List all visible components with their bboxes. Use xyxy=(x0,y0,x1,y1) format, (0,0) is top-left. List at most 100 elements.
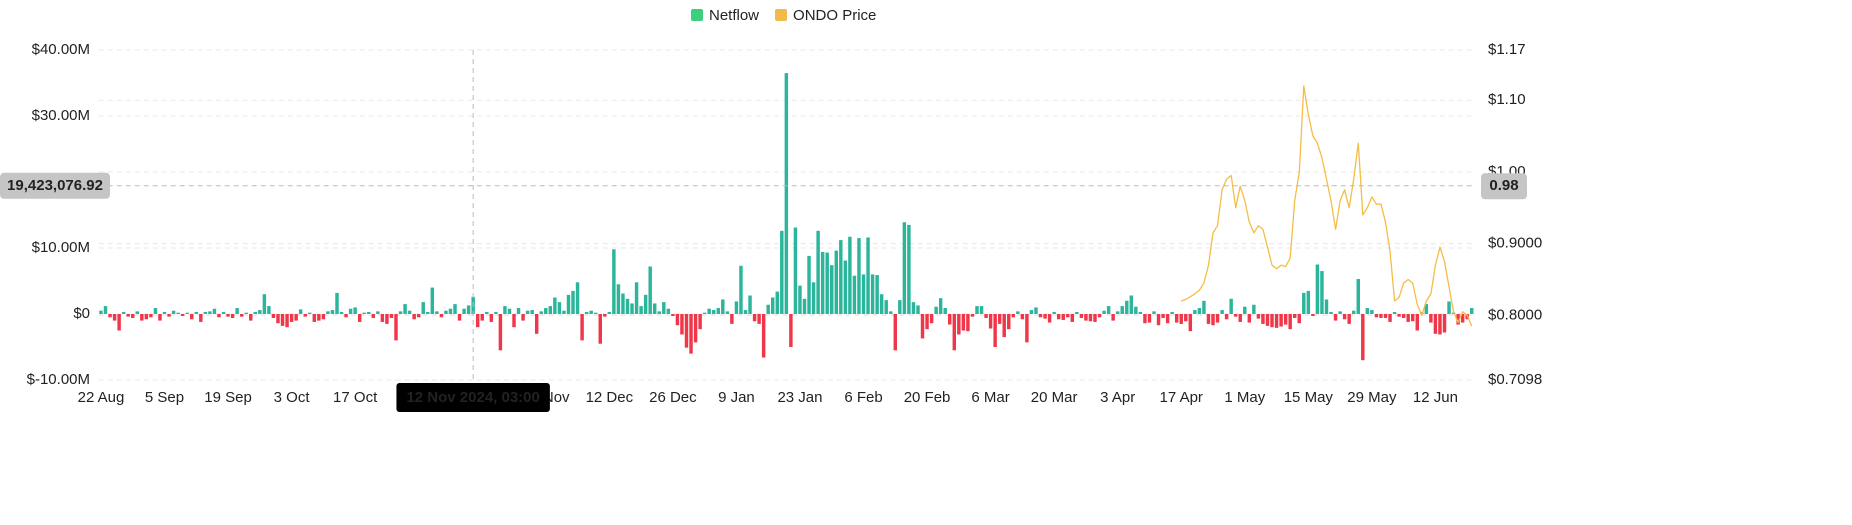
bar xyxy=(426,312,430,314)
bar xyxy=(394,314,398,341)
bar xyxy=(1138,312,1143,314)
bar xyxy=(1134,306,1138,314)
bar xyxy=(1356,279,1360,314)
bar xyxy=(671,314,675,316)
bar xyxy=(1442,314,1447,333)
bar xyxy=(1311,314,1315,316)
bar xyxy=(199,314,203,322)
bar xyxy=(1029,310,1034,314)
bar xyxy=(444,310,448,314)
bar xyxy=(1433,314,1438,334)
bar xyxy=(503,306,507,314)
bar xyxy=(494,312,498,314)
bar xyxy=(217,314,221,318)
bar xyxy=(916,305,920,314)
bar xyxy=(675,314,680,326)
bar xyxy=(571,290,575,314)
x-tick-label: 12 Dec xyxy=(586,389,634,406)
crosshair-y2-box xyxy=(1481,173,1527,200)
bar xyxy=(757,314,761,324)
crosshair-y-box xyxy=(0,172,110,199)
bar xyxy=(371,314,376,318)
bar xyxy=(1115,311,1120,314)
bar xyxy=(1361,314,1365,361)
crosshair-y-label: 19,423,076.92 xyxy=(7,177,103,194)
bar xyxy=(834,250,839,314)
bar xyxy=(525,310,530,314)
bar xyxy=(357,314,362,322)
bar xyxy=(889,311,893,314)
bar xyxy=(575,282,580,314)
bar xyxy=(816,230,820,314)
bar xyxy=(1161,314,1165,318)
bar xyxy=(534,314,539,334)
bar xyxy=(766,304,770,314)
bar xyxy=(621,293,625,314)
bar xyxy=(1007,314,1011,330)
bar xyxy=(693,314,698,343)
bar xyxy=(153,308,158,314)
bar xyxy=(662,302,666,314)
bar xyxy=(1170,312,1174,314)
bar xyxy=(775,291,779,314)
bar xyxy=(149,314,153,318)
bar xyxy=(462,308,466,314)
legend: Netflow ONDO Price xyxy=(691,7,876,24)
bar xyxy=(852,275,857,314)
bar xyxy=(993,314,997,347)
bar xyxy=(1111,314,1115,321)
bar xyxy=(285,314,289,328)
bar xyxy=(416,314,421,318)
bar xyxy=(1270,314,1274,328)
bar xyxy=(1283,314,1288,325)
bar xyxy=(439,314,444,318)
bar xyxy=(1333,314,1338,321)
bar xyxy=(902,222,907,314)
bar xyxy=(1365,308,1370,314)
bar xyxy=(344,314,348,318)
bar xyxy=(203,312,208,314)
bar xyxy=(979,306,984,314)
bar xyxy=(639,306,643,314)
y2-tick-label: $1.17 xyxy=(1488,41,1526,58)
legend-swatch xyxy=(775,9,788,21)
bar xyxy=(276,314,280,324)
bar xyxy=(453,304,457,314)
bar xyxy=(997,314,1002,324)
bar xyxy=(1011,314,1016,318)
bar xyxy=(1220,310,1224,314)
bar xyxy=(734,301,739,314)
bar xyxy=(1125,300,1129,314)
bar xyxy=(1129,295,1134,314)
bar xyxy=(1288,314,1292,330)
bar xyxy=(412,314,416,320)
bar xyxy=(498,314,503,351)
bar xyxy=(194,312,199,314)
bar xyxy=(212,308,217,314)
bar xyxy=(367,312,371,314)
bar xyxy=(1066,314,1070,318)
bar xyxy=(298,309,303,314)
bar xyxy=(1238,314,1242,322)
bar xyxy=(1424,304,1429,314)
bar xyxy=(943,308,947,314)
bar xyxy=(1329,312,1333,314)
bar xyxy=(530,310,534,314)
bar xyxy=(839,240,843,314)
bar xyxy=(308,312,312,314)
bar xyxy=(607,312,612,314)
y-tick-label: $-10.00M xyxy=(27,371,90,388)
bar xyxy=(553,297,557,314)
bar xyxy=(271,314,276,318)
bar xyxy=(176,312,180,314)
bar xyxy=(267,306,271,314)
bar xyxy=(135,311,140,314)
bar xyxy=(566,294,571,314)
bar xyxy=(521,314,525,321)
bar xyxy=(793,227,798,314)
bar xyxy=(843,260,848,314)
bar xyxy=(280,314,285,326)
bar xyxy=(771,297,775,314)
bar xyxy=(239,314,244,317)
bar xyxy=(1165,314,1170,324)
